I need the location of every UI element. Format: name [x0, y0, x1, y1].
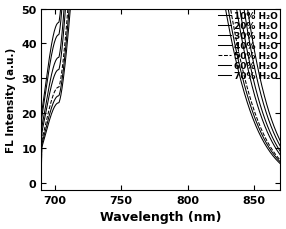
Line: 10% H₂O: 10% H₂O	[39, 0, 283, 183]
Line: 50% H₂O: 50% H₂O	[39, 0, 283, 183]
40% H₂O	[281, 158, 285, 161]
70% H₂O	[37, 182, 41, 185]
70% H₂O	[281, 165, 285, 168]
30% H₂O	[37, 182, 41, 185]
20% H₂O	[37, 182, 41, 185]
Line: 40% H₂O: 40% H₂O	[39, 0, 283, 183]
10% H₂O	[37, 182, 41, 185]
Legend: 10% H₂O, 20% H₂O, 30% H₂O, 40% H₂O, 50% H₂O, 60% H₂O, 70% H₂O: 10% H₂O, 20% H₂O, 30% H₂O, 40% H₂O, 50% …	[217, 11, 279, 81]
10% H₂O	[281, 146, 285, 149]
20% H₂O	[281, 150, 285, 153]
60% H₂O	[281, 164, 285, 167]
60% H₂O	[37, 182, 41, 185]
Line: 60% H₂O: 60% H₂O	[39, 0, 283, 183]
Line: 70% H₂O: 70% H₂O	[39, 0, 283, 183]
50% H₂O	[281, 162, 285, 165]
30% H₂O	[281, 155, 285, 158]
Y-axis label: FL Intensity (a.u.): FL Intensity (a.u.)	[5, 47, 15, 152]
40% H₂O	[37, 182, 41, 185]
X-axis label: Wavelength (nm): Wavelength (nm)	[100, 210, 222, 224]
Line: 30% H₂O: 30% H₂O	[39, 0, 283, 183]
50% H₂O	[37, 182, 41, 185]
Line: 20% H₂O: 20% H₂O	[39, 0, 283, 183]
